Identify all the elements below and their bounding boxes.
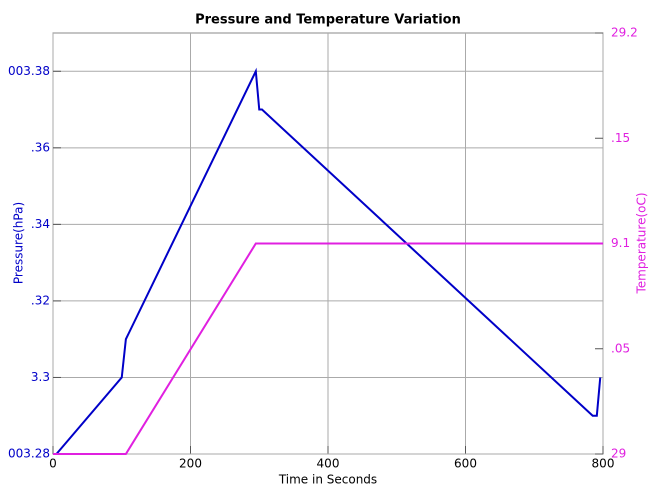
- y2-tick-label: 29.2: [611, 26, 638, 40]
- y2-tick-label: 9.1: [611, 236, 630, 250]
- x-tick-label: 600: [454, 457, 477, 471]
- x-axis-label: Time in Seconds: [278, 473, 377, 487]
- x-tick-label: 400: [317, 457, 340, 471]
- y2-tick-label: 29: [611, 447, 626, 461]
- y-tick-label: .32: [31, 293, 50, 307]
- y-tick-label: 003.38: [8, 64, 50, 78]
- series-line: [55, 67, 602, 455]
- chart-title: Pressure and Temperature Variation: [195, 13, 461, 28]
- x-tick-label: 200: [179, 457, 202, 471]
- y2-tick-label: .05: [611, 341, 630, 355]
- y2-axis-label: Temperature(oC): [635, 192, 649, 294]
- y2-tick-label: .15: [611, 131, 630, 145]
- x-tick-label: 800: [592, 457, 615, 471]
- y-tick-label: .36: [31, 140, 50, 154]
- series-line: [53, 242, 603, 455]
- y-tick-label: .34: [31, 217, 50, 231]
- x-tick-label: 0: [49, 457, 57, 471]
- y-tick-label: 003.28: [8, 447, 50, 461]
- y-axis-label: Pressure(hPa): [12, 202, 26, 284]
- y-tick-label: 3.3: [31, 370, 50, 384]
